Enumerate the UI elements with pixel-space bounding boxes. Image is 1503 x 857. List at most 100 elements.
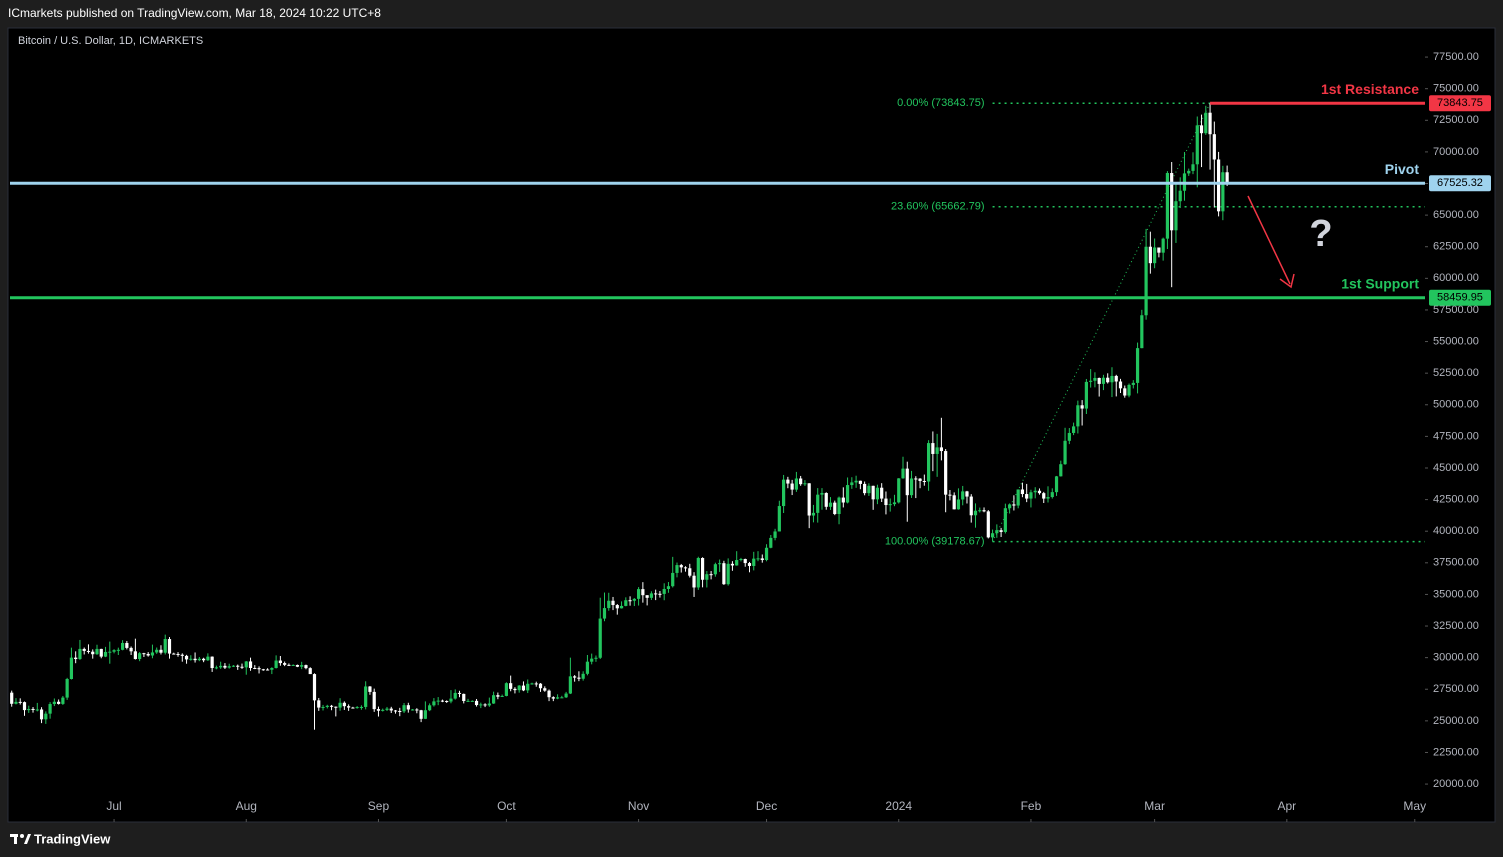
candle-body bbox=[948, 494, 952, 496]
candle-body bbox=[210, 656, 214, 669]
y-tick-label: 40000.00 bbox=[1433, 525, 1479, 537]
candle-body bbox=[381, 709, 385, 711]
candle-body bbox=[509, 683, 513, 689]
candle-body bbox=[551, 697, 555, 699]
candle-body bbox=[679, 565, 683, 568]
candle-body bbox=[61, 697, 65, 704]
candle-body bbox=[1178, 190, 1182, 202]
candle-body bbox=[901, 468, 905, 479]
candle-body bbox=[615, 605, 619, 609]
arrow bbox=[1247, 195, 1291, 285]
candle-body bbox=[206, 656, 210, 661]
candle-body bbox=[764, 547, 769, 561]
candle-body bbox=[483, 704, 487, 706]
candle-body bbox=[986, 511, 990, 538]
candle-body bbox=[794, 478, 798, 490]
candle-body bbox=[159, 649, 163, 653]
candle-body bbox=[78, 648, 82, 660]
candle-body bbox=[735, 560, 739, 566]
symbol-title: Bitcoin / U.S. Dollar, 1D, ICMARKETS bbox=[18, 35, 203, 47]
y-tick-label: 22500.00 bbox=[1433, 746, 1479, 758]
candle-body bbox=[172, 653, 176, 655]
candle-body bbox=[803, 483, 807, 485]
candle-body bbox=[240, 666, 244, 668]
candle-body bbox=[329, 705, 334, 707]
candle-body bbox=[112, 650, 116, 652]
candle-body bbox=[163, 639, 167, 653]
candle-body bbox=[1144, 246, 1148, 316]
candle-body bbox=[466, 700, 470, 702]
candle-body bbox=[931, 443, 935, 454]
candle-body bbox=[155, 649, 159, 653]
fib-level-label: 0.00% (73843.75) bbox=[897, 97, 984, 109]
y-tick-label: 47500.00 bbox=[1433, 430, 1479, 442]
candle-body bbox=[1097, 377, 1101, 384]
candle-body bbox=[555, 697, 560, 699]
candle-body bbox=[248, 661, 253, 669]
candle-body bbox=[756, 558, 760, 560]
candle-body bbox=[479, 704, 483, 706]
candle-body bbox=[65, 679, 69, 698]
candle-body bbox=[95, 648, 99, 655]
candle-body bbox=[1093, 377, 1097, 381]
candle-body bbox=[573, 676, 577, 678]
candle-body bbox=[1165, 173, 1170, 239]
candle-body bbox=[1106, 377, 1110, 383]
candle-body bbox=[598, 618, 602, 658]
candle-body bbox=[671, 572, 675, 587]
candle-body bbox=[504, 683, 509, 696]
candle-body bbox=[1084, 381, 1088, 409]
x-tick-label: Dec bbox=[756, 799, 777, 813]
candle-body bbox=[1042, 493, 1046, 499]
candle-body bbox=[611, 600, 615, 606]
candle-body bbox=[1118, 381, 1123, 389]
candle-body bbox=[338, 702, 342, 708]
y-tick-label: 35000.00 bbox=[1433, 588, 1479, 600]
candle-body bbox=[1016, 489, 1020, 506]
candle-body bbox=[632, 598, 636, 601]
candle-body bbox=[18, 701, 22, 703]
candle-body bbox=[253, 668, 257, 670]
candle-body bbox=[517, 685, 521, 691]
candle-body bbox=[236, 665, 240, 667]
candle-body bbox=[645, 595, 649, 598]
candle-body bbox=[568, 676, 572, 694]
candle-body bbox=[82, 648, 86, 651]
x-tick-label: Oct bbox=[497, 799, 516, 813]
candle-body bbox=[10, 692, 14, 704]
candle-body bbox=[747, 563, 752, 566]
candle-body bbox=[978, 510, 982, 512]
candle-body bbox=[125, 642, 129, 648]
candle-body bbox=[1071, 426, 1076, 433]
y-tick-label: 70000.00 bbox=[1433, 146, 1479, 158]
candle-body bbox=[547, 690, 551, 698]
candle-body bbox=[410, 709, 415, 711]
candle-body bbox=[440, 700, 445, 702]
candle-body bbox=[982, 510, 986, 512]
candle-body bbox=[782, 479, 786, 507]
candle-body bbox=[462, 693, 466, 702]
candle-body bbox=[1050, 492, 1054, 498]
candle-body bbox=[1037, 490, 1042, 494]
candle-body bbox=[905, 468, 909, 496]
candle-body bbox=[325, 705, 329, 707]
candle-body bbox=[662, 588, 666, 594]
candle-body bbox=[833, 502, 837, 515]
candle-body bbox=[594, 657, 598, 659]
candle-body bbox=[607, 600, 611, 609]
candle-body bbox=[99, 648, 103, 657]
candle-body bbox=[654, 593, 658, 595]
fib-trend-line bbox=[992, 103, 1211, 542]
candle-body bbox=[1225, 172, 1229, 184]
price-label: 73843.75 bbox=[1437, 97, 1483, 109]
y-tick-label: 27500.00 bbox=[1433, 683, 1479, 695]
candle-body bbox=[1114, 375, 1118, 382]
candle-body bbox=[496, 695, 500, 697]
candle-body bbox=[385, 708, 389, 710]
candle-body bbox=[1140, 315, 1144, 349]
candle-body bbox=[1089, 380, 1093, 382]
candle-body bbox=[816, 494, 820, 513]
candle-body bbox=[103, 651, 108, 657]
candle-body bbox=[1046, 497, 1050, 499]
candle-body bbox=[257, 668, 261, 670]
